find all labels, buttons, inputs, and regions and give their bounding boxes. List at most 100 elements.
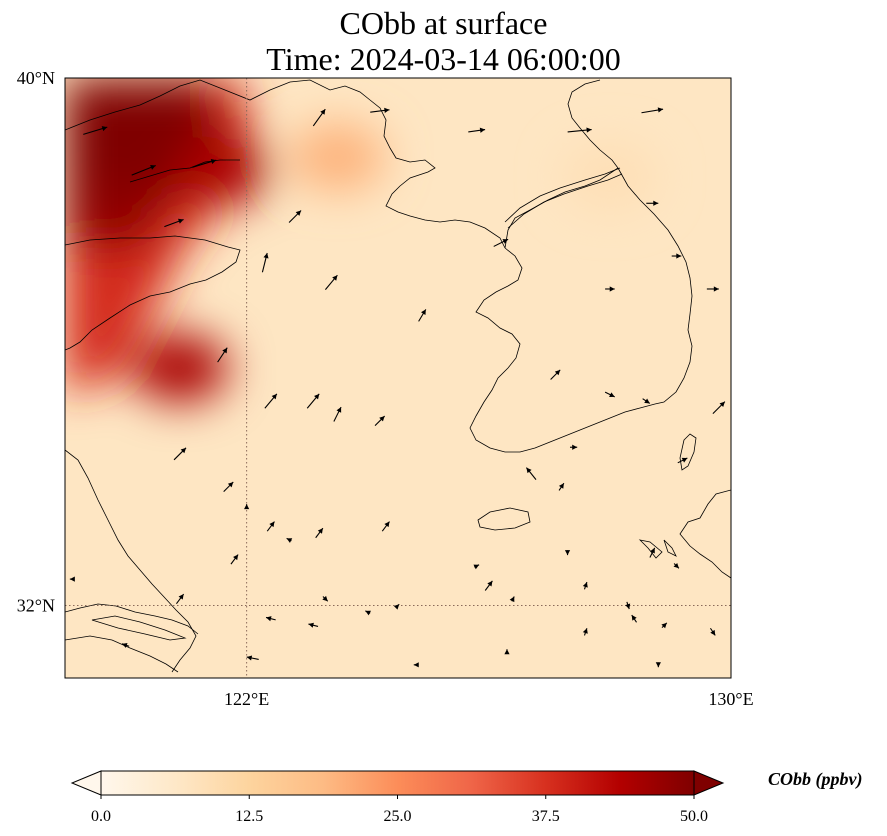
wind-arrow-head — [713, 286, 719, 292]
coastline-korea-east — [617, 167, 693, 405]
wind-arrow-head — [631, 615, 637, 621]
wind-arrow-head — [509, 596, 515, 603]
wind-arrow — [655, 662, 661, 668]
wind-arrow-head — [178, 594, 184, 600]
wind-arrow — [567, 127, 592, 133]
wind-arrow — [525, 467, 537, 480]
longitude-tick-labels: 122°E 130°E — [224, 689, 754, 709]
wind-arrow — [83, 126, 108, 135]
wind-arrow-head — [295, 210, 302, 216]
wind-arrow — [625, 601, 631, 610]
wind-arrow — [582, 628, 588, 636]
coastline-korea-west — [469, 247, 656, 453]
wind-arrow — [365, 610, 371, 616]
wind-arrow-head — [650, 547, 655, 554]
map-frame — [64, 77, 732, 679]
field-hotspot — [132, 334, 229, 403]
wind-arrow-head — [244, 504, 250, 510]
wind-arrow-head — [266, 616, 272, 622]
wind-arrow — [677, 457, 688, 464]
wind-arrow-head — [676, 253, 682, 259]
wind-arrow-head — [487, 580, 493, 587]
wind-arrow — [709, 627, 716, 636]
wind-arrow — [564, 550, 571, 556]
colorbar: 0.0 12.5 25.0 37.5 50.0 — [70, 770, 725, 825]
wind-arrow-head — [479, 127, 486, 133]
wind-arrow — [264, 393, 278, 409]
map-title: CObb at surface — [339, 5, 548, 41]
wind-arrow — [312, 108, 326, 127]
wind-arrow-head — [673, 562, 679, 569]
wind-arrow-head — [657, 107, 664, 113]
wind-arrow-head — [582, 582, 588, 588]
field-hotspot — [561, 142, 658, 211]
wind-arrow-head — [473, 564, 480, 570]
wind-arrow-head — [101, 126, 108, 132]
wind-arrow-head — [393, 604, 400, 610]
wind-arrow — [582, 581, 588, 590]
wind-arrow — [223, 481, 234, 492]
wind-arrow-head — [655, 662, 661, 668]
coastline-tsushima — [679, 433, 697, 471]
wind-arrow-head — [625, 603, 631, 610]
wind-arrow-head — [379, 416, 385, 422]
wind-arrow — [413, 662, 419, 668]
wind-arrow — [246, 655, 259, 661]
map-time-subtitle: Time: 2024-03-14 06:00:00 — [266, 41, 621, 77]
wind-arrow — [374, 415, 386, 427]
wind-arrow-head — [320, 109, 326, 115]
wind-arrow — [131, 164, 156, 176]
coastline-kyushu — [679, 489, 731, 579]
wind-arrow — [673, 562, 680, 569]
wind-arrow — [631, 614, 637, 623]
wind-arrow — [175, 593, 185, 605]
lat-tick-label: 32°N — [17, 595, 55, 615]
wind-arrow-head — [526, 467, 532, 474]
wind-arrow — [649, 547, 656, 558]
coastline-shandong — [129, 159, 240, 183]
wind-arrow — [509, 596, 515, 603]
wind-arrow-head — [314, 393, 320, 400]
wind-arrow — [671, 253, 682, 259]
wind-arrow-head — [582, 628, 588, 634]
wind-arrow — [642, 398, 651, 404]
wind-arrow-head — [710, 629, 716, 636]
field-hotspot — [65, 182, 162, 251]
coastline-jeju — [477, 507, 531, 531]
wind-arrow-head — [413, 662, 419, 668]
wind-arrow-head — [572, 444, 578, 450]
coastline-yangtze-island — [91, 615, 187, 641]
wind-arrow — [468, 127, 486, 133]
wind-arrow-head — [719, 401, 725, 408]
wind-arrow — [493, 238, 509, 247]
wind-arrow — [605, 286, 615, 292]
wind-arrow-head — [271, 393, 277, 400]
wind-arrow — [164, 218, 184, 228]
colorbar-tick-label: 50.0 — [680, 808, 708, 825]
wind-arrow — [288, 210, 302, 223]
wind-arrow-head — [384, 521, 390, 528]
wind-arrow — [641, 107, 664, 114]
wind-arrow — [418, 309, 427, 322]
lon-tick-label: 130°E — [708, 689, 753, 709]
coastline-yangtze-north — [65, 603, 199, 635]
wind-arrow — [393, 603, 400, 610]
wind-arrow — [306, 393, 320, 409]
colorbar-tick-label: 37.5 — [532, 808, 560, 825]
map-panel — [65, 78, 731, 678]
colorbar-tick-label: 0.0 — [91, 808, 111, 825]
wind-arrow-head — [263, 253, 269, 259]
wind-arrow-head — [177, 218, 184, 224]
colorbar-tick-label: 25.0 — [384, 808, 412, 825]
colorbar-gradient — [100, 770, 695, 796]
wind-arrow-head — [586, 127, 592, 133]
wind-arrow-head — [210, 159, 217, 165]
wind-arrow — [192, 159, 217, 168]
wind-arrow-head — [384, 107, 390, 113]
wind-arrow — [604, 391, 615, 398]
wind-arrow — [504, 649, 510, 655]
wind-arrow — [230, 554, 239, 565]
wind-arrow-head — [317, 528, 323, 534]
wind-arrow — [569, 444, 578, 450]
